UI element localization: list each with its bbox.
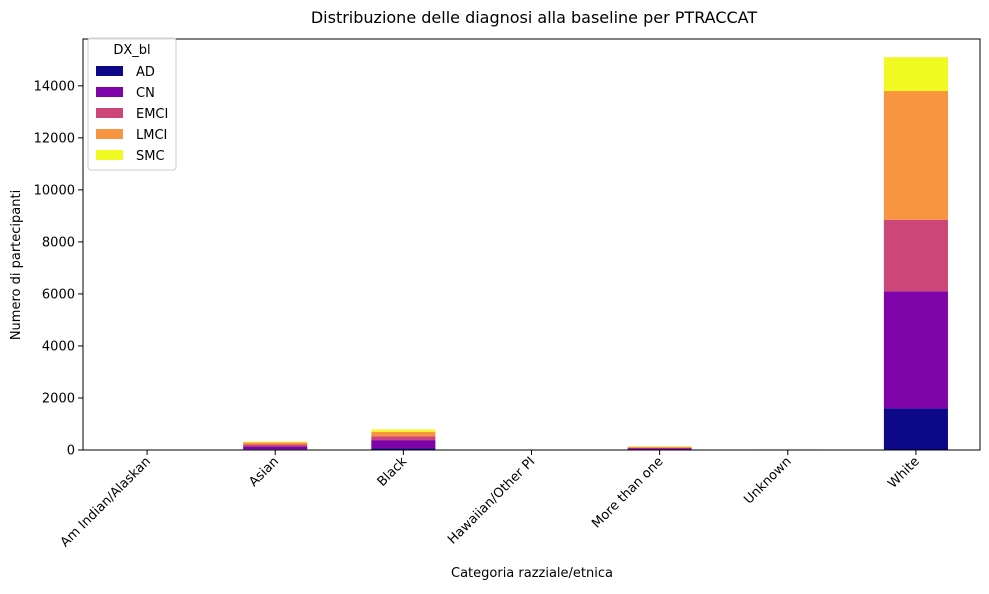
chart-title: Distribuzione delle diagnosi alla baseli… bbox=[311, 8, 758, 27]
legend-label-lmci: LMCI bbox=[136, 128, 167, 143]
bar-segment-cn-6 bbox=[884, 291, 948, 408]
bar-segment-lmci-2 bbox=[371, 432, 435, 436]
legend-label-ad: AD bbox=[136, 65, 155, 80]
y-tick-label: 0 bbox=[67, 444, 75, 459]
bar-segment-emci-4 bbox=[628, 448, 692, 449]
bar-segment-smc-6 bbox=[884, 57, 948, 91]
bar-segment-ad-6 bbox=[884, 408, 948, 450]
legend-label-emci: EMCI bbox=[136, 107, 168, 122]
bar-segment-cn-2 bbox=[371, 440, 435, 448]
legend-title: DX_bl bbox=[113, 43, 150, 58]
x-axis-label: Categoria razziale/etnica bbox=[451, 566, 613, 581]
legend-swatch-smc bbox=[96, 150, 123, 160]
y-tick-label: 14000 bbox=[34, 79, 75, 94]
x-tick-label: Am Indian/Alaskan bbox=[58, 454, 154, 550]
bars-group bbox=[115, 57, 948, 450]
legend: DX_bl AD CN EMCI LMCI SMC bbox=[88, 38, 176, 170]
plot-frame bbox=[83, 39, 980, 450]
bar-segment-emci-1 bbox=[243, 445, 307, 447]
bar-segment-lmci-4 bbox=[628, 447, 692, 448]
legend-label-smc: SMC bbox=[136, 149, 165, 164]
bar-segment-lmci-1 bbox=[243, 442, 307, 444]
legend-swatch-ad bbox=[96, 66, 123, 76]
legend-swatch-cn bbox=[96, 87, 123, 97]
bar-segment-cn-1 bbox=[243, 446, 307, 449]
legend-label-cn: CN bbox=[136, 86, 155, 101]
y-tick-label: 2000 bbox=[42, 391, 75, 406]
x-tick-label: More than one bbox=[589, 454, 666, 531]
bar-segment-emci-6 bbox=[884, 220, 948, 292]
bar-segment-smc-2 bbox=[371, 429, 435, 431]
y-tick-label: 12000 bbox=[34, 131, 75, 146]
bar-segment-emci-2 bbox=[371, 436, 435, 440]
legend-swatch-emci bbox=[96, 108, 123, 118]
bar-segment-smc-1 bbox=[243, 442, 307, 443]
x-tick-label: Black bbox=[375, 454, 411, 490]
legend-swatch-lmci bbox=[96, 129, 123, 139]
y-tick-label: 8000 bbox=[42, 235, 75, 250]
x-tick-label: Hawaiian/Other PI bbox=[445, 454, 538, 547]
y-axis-label: Numero di partecipanti bbox=[9, 190, 24, 340]
x-tick-label: Asian bbox=[246, 454, 282, 490]
x-tick-label: White bbox=[885, 454, 922, 491]
y-tick-label: 10000 bbox=[34, 183, 75, 198]
bar-segment-lmci-6 bbox=[884, 91, 948, 220]
y-tick-label: 6000 bbox=[42, 287, 75, 302]
x-tick-label: Unknown bbox=[741, 454, 794, 507]
y-tick-label: 4000 bbox=[42, 339, 75, 354]
